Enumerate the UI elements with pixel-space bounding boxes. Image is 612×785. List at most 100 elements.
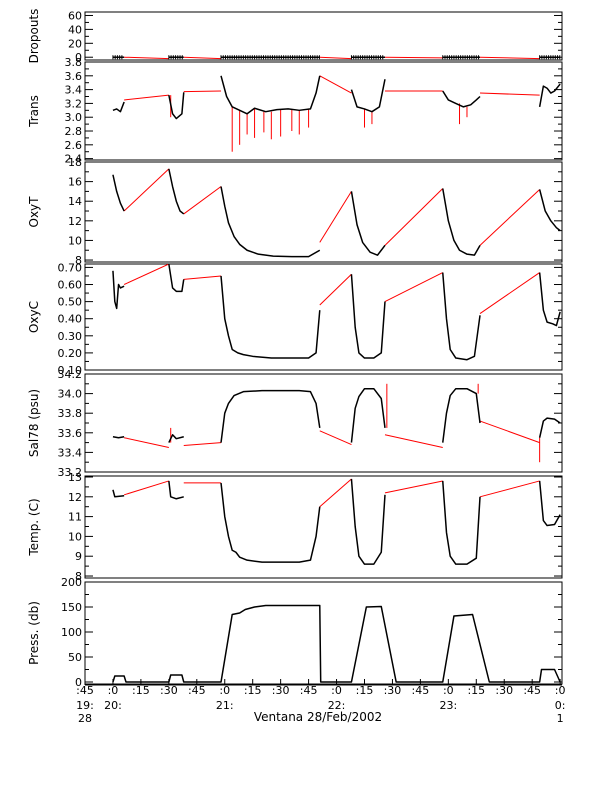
series-connector-line [124,56,169,60]
y-axis-label: Trans [27,95,41,128]
y-tick-label: 10 [68,530,82,543]
series-trace-line [350,478,386,565]
y-axis-label: Sal78 (psu) [27,389,41,457]
y-tick-label: 0.50 [58,296,83,309]
panel-plot-area [112,168,561,258]
series-trace-line [168,92,185,120]
y-tick-label: 3.4 [65,84,83,97]
series-connector-line [183,186,222,215]
x-tick-label: :45 [188,684,206,697]
y-tick-label: 2.4 [65,153,83,166]
y-tick-label: 200 [61,576,82,589]
panel-frame [84,581,563,685]
series-trace-line [350,274,386,359]
y-tick-label: 3.6 [65,70,83,83]
panel-1: 2.42.62.83.03.23.43.63.8 Trans [27,56,563,166]
x-tick-hour-label: 20: [104,699,122,712]
y-tick-label: 2.8 [65,125,83,138]
series-trace-line [350,191,386,256]
series-connector-line [123,168,170,212]
series-trace-line [220,186,321,258]
series-connector-line [183,90,222,93]
series-connector-line [124,437,169,448]
x-tick-hour-label: 19: [76,699,94,712]
y-tick-label: 40 [68,23,82,36]
series-trace-line [350,79,386,113]
series-trace-line [442,272,481,361]
y-tick-label: 18 [68,156,82,169]
series-connector-line [319,191,352,243]
series-connector-line [384,272,443,303]
x-tick-hour-label: 0: [555,699,566,712]
y-axis-label: Temp. (C) [27,498,41,556]
series-connector-line [479,92,540,96]
y-axis-label: OxyT [27,196,41,228]
y-tick-label: 12 [68,215,82,228]
x-tick-day-label: 1 [557,712,564,725]
series-trace-line [538,189,561,232]
chart-panels: 0204060Dropouts2.42.62.83.03.23.43.63.8T… [27,9,563,689]
y-tick-label: 0.20 [58,347,83,360]
x-tick-label: :30 [160,684,178,697]
series-connector-line [183,275,222,280]
x-tick-label: :30 [272,684,290,697]
series-connector-line [479,480,540,498]
y-tick-label: 0 [75,676,82,689]
series-trace-line [112,270,125,310]
series-trace-line [538,83,561,107]
y-tick-label: 34.0 [58,388,83,401]
x-tick-label: :15 [467,684,485,697]
series-trace-line [168,264,185,293]
y-tick-label: 33.4 [58,446,83,459]
series-connector-line [479,272,540,314]
panel-3: 0.10 0.20 0.30 0.40 0.50 0.60 0.70 OxyC [27,261,563,377]
y-tick-label: 3.2 [65,97,83,110]
x-tick-label: :45 [412,684,430,697]
panel-plot-area [112,75,561,152]
series-trace-line [538,272,561,327]
x-tick-label: :15 [356,684,374,697]
panel-plot-area [112,55,561,60]
x-tick-hour-label: 22: [328,699,346,712]
panel-plot-area [112,383,561,463]
x-tick-label: :30 [384,684,402,697]
series-connector-line [319,273,352,306]
panel-frame [84,263,563,371]
x-tick-label: :15 [132,684,150,697]
y-tick-label: 0.10 [58,364,83,377]
x-tick-label: :0 [219,684,230,697]
x-tick-hour-label: 21: [216,699,234,712]
series-connector-line [123,480,169,496]
y-tick-label: 10 [68,234,82,247]
x-tick-label: :0 [443,684,454,697]
series-trace-line [112,435,125,439]
series-trace-line [442,480,481,565]
series-connector-line [384,434,443,448]
series-trace-line [112,604,561,683]
series-trace-line [168,168,185,215]
series-trace-line [442,90,481,108]
y-tick-label: 60 [68,9,82,22]
panel-plot-area [112,604,561,683]
series-connector-line [384,56,443,59]
y-tick-label: 9 [75,550,82,563]
series-connector-line [183,442,222,447]
y-axis-label: Press. (db) [27,601,41,665]
y-axis-label: Dropouts [27,9,41,64]
x-axis-title: Ventana 28/Feb/2002 [254,710,382,724]
panel-frame [84,61,563,161]
series-trace-line [168,480,184,500]
series-trace-line [220,482,321,563]
panel-frame [84,373,563,473]
y-tick-label: 2.6 [65,139,83,152]
series-connector-line [319,56,352,60]
y-tick-label: 34.2 [58,368,83,381]
series-trace-line [442,188,481,256]
panel-frame [84,11,563,61]
y-tick-label: 33.6 [58,427,83,440]
y-tick-label: 0 [75,51,82,64]
y-tick-label: 0.30 [58,330,83,343]
series-connector-line [384,188,444,246]
series-connector-line [183,56,222,60]
